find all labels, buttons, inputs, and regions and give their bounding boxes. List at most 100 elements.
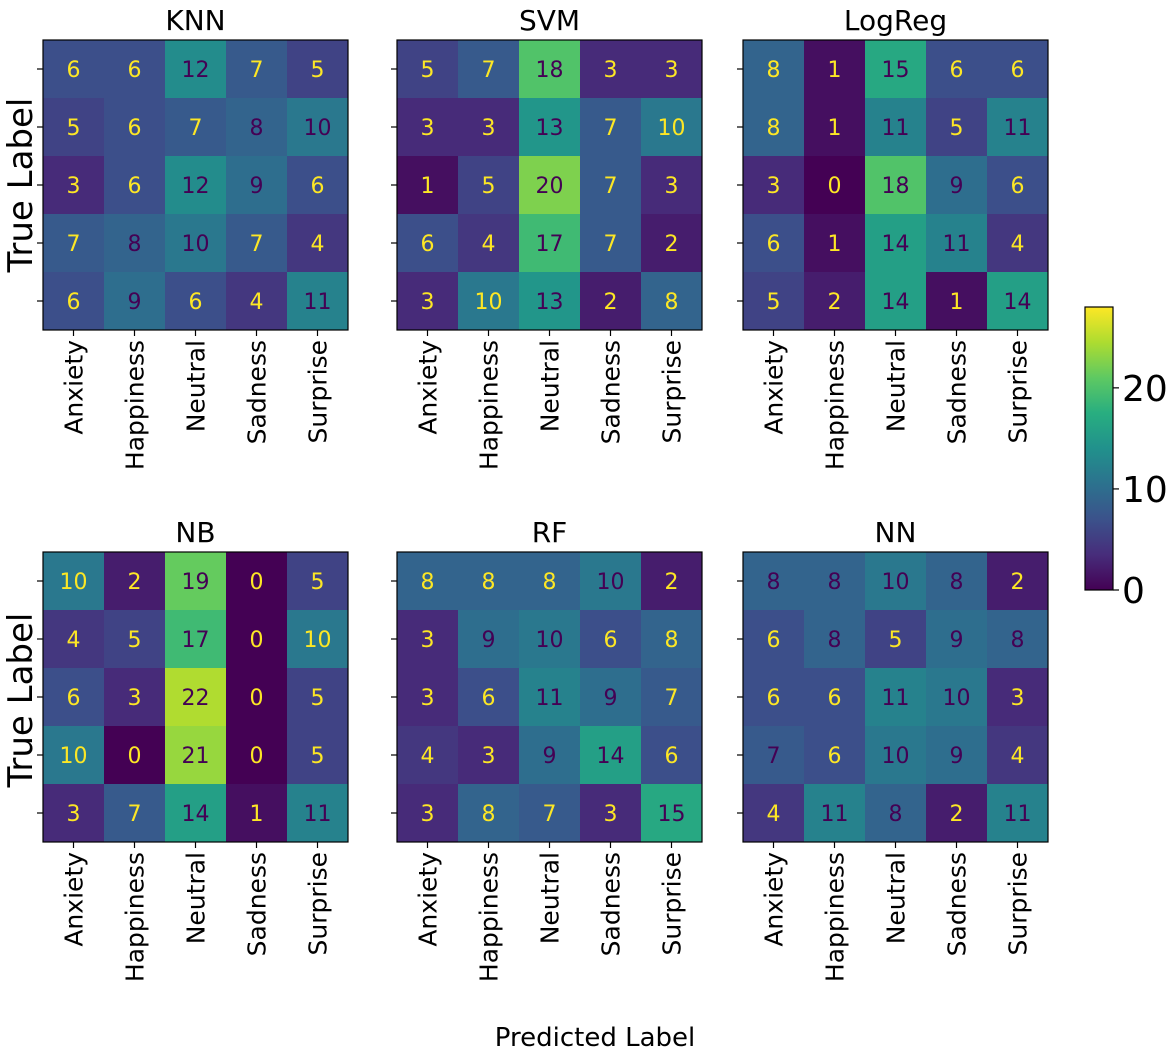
heatmap-cell (287, 40, 349, 99)
cell-value: 14 (882, 290, 910, 315)
cell-value: 3 (482, 744, 496, 769)
heatmap-cell (743, 98, 805, 157)
cell-value: 22 (182, 686, 210, 711)
heatmap-cell (987, 156, 1049, 215)
heatmap-cell (43, 552, 105, 611)
heatmap-cell (226, 668, 288, 727)
heatmap-cell (804, 784, 866, 843)
heatmap-cell (926, 784, 988, 843)
cell-value: 9 (128, 290, 142, 315)
x-tick-label: Happiness (821, 340, 850, 470)
cell-value: 6 (128, 174, 142, 199)
heatmap-cell (865, 156, 927, 215)
cell-value: 3 (665, 174, 679, 199)
cell-value: 1 (950, 290, 964, 315)
heatmap-cell (287, 610, 349, 669)
heatmap-cell (926, 98, 988, 157)
panel-title: RF (532, 516, 568, 549)
heatmap-cell (397, 40, 459, 99)
heatmap-cell (519, 668, 581, 727)
cell-value: 3 (421, 116, 435, 141)
heatmap-cell (804, 214, 866, 273)
cell-value: 3 (421, 290, 435, 315)
panel-title: LogReg (844, 4, 947, 37)
heatmap-cell (104, 668, 166, 727)
cell-value: 8 (482, 570, 496, 595)
cell-value: 1 (828, 58, 842, 83)
cell-value: 1 (421, 174, 435, 199)
heatmap-cell (458, 272, 520, 331)
cell-value: 1 (828, 232, 842, 257)
heatmap-cell (104, 610, 166, 669)
heatmap-cell (519, 98, 581, 157)
cell-value: 9 (950, 174, 964, 199)
heatmap-cell (226, 726, 288, 785)
cell-value: 11 (304, 290, 332, 315)
colorbar-gradient (1084, 306, 1114, 591)
heatmap-cell (865, 726, 927, 785)
cell-value: 3 (421, 802, 435, 827)
cell-value: 3 (604, 802, 618, 827)
cell-value: 11 (882, 686, 910, 711)
panel-rf: RF 8 8 8 10 2 3 9 10 6 8 3 6 11 9 7 4 3 9 14 6 3 8 7 3 15 Anxiety H… (391, 516, 703, 982)
cell-value: 6 (189, 290, 203, 315)
heatmap-cell (519, 610, 581, 669)
heatmap-cell (226, 98, 288, 157)
cell-value: 4 (67, 628, 81, 653)
heatmap-cell (458, 552, 520, 611)
cell-value: 8 (828, 570, 842, 595)
cell-value: 3 (421, 686, 435, 711)
heatmap-cell (865, 98, 927, 157)
x-tick-label: Surprise (304, 852, 333, 956)
cell-value: 15 (882, 58, 910, 83)
heatmap-cell (226, 610, 288, 669)
cell-value: 7 (482, 58, 496, 83)
heatmap-cell (519, 726, 581, 785)
cell-value: 7 (189, 116, 203, 141)
heatmap-cell (104, 214, 166, 273)
x-tick-label: Neutral (536, 340, 565, 432)
heatmap-cell (641, 784, 703, 843)
cell-value: 6 (950, 58, 964, 83)
cell-value: 17 (182, 628, 210, 653)
heatmap-cell (865, 272, 927, 331)
cell-value: 9 (950, 744, 964, 769)
heatmap-cell (743, 784, 805, 843)
heatmap-cell (104, 156, 166, 215)
cell-value: 8 (128, 232, 142, 257)
cell-value: 8 (950, 570, 964, 595)
cell-value: 1 (828, 116, 842, 141)
cell-value: 6 (828, 744, 842, 769)
cell-value: 10 (304, 116, 332, 141)
cell-value: 6 (767, 232, 781, 257)
heatmap-cell (580, 784, 642, 843)
colorbar: 0 10 20 (1084, 306, 1168, 612)
cell-value: 11 (1004, 116, 1032, 141)
heatmap-cell (641, 726, 703, 785)
heatmap-cell (987, 272, 1049, 331)
heatmap-cell (519, 272, 581, 331)
cell-value: 5 (482, 174, 496, 199)
cell-value: 9 (250, 174, 264, 199)
x-tick-label: Anxiety (414, 340, 443, 435)
cell-value: 0 (128, 744, 142, 769)
heatmap-cell (865, 552, 927, 611)
cell-value: 6 (767, 686, 781, 711)
heatmap-cell (165, 552, 227, 611)
panel-title: KNN (165, 4, 225, 37)
heatmap-cell (458, 668, 520, 727)
cell-value: 0 (250, 744, 264, 769)
cell-value: 5 (67, 116, 81, 141)
heatmap-cell (804, 272, 866, 331)
x-tick-label: Sadness (243, 340, 272, 444)
cell-value: 8 (665, 290, 679, 315)
x-tick-label: Sadness (597, 340, 626, 444)
heatmap-cell (43, 98, 105, 157)
cell-value: 6 (311, 174, 325, 199)
heatmap-cell (743, 272, 805, 331)
cell-value: 7 (604, 116, 618, 141)
cell-value: 6 (67, 58, 81, 83)
cell-value: 6 (67, 686, 81, 711)
cell-value: 8 (543, 570, 557, 595)
